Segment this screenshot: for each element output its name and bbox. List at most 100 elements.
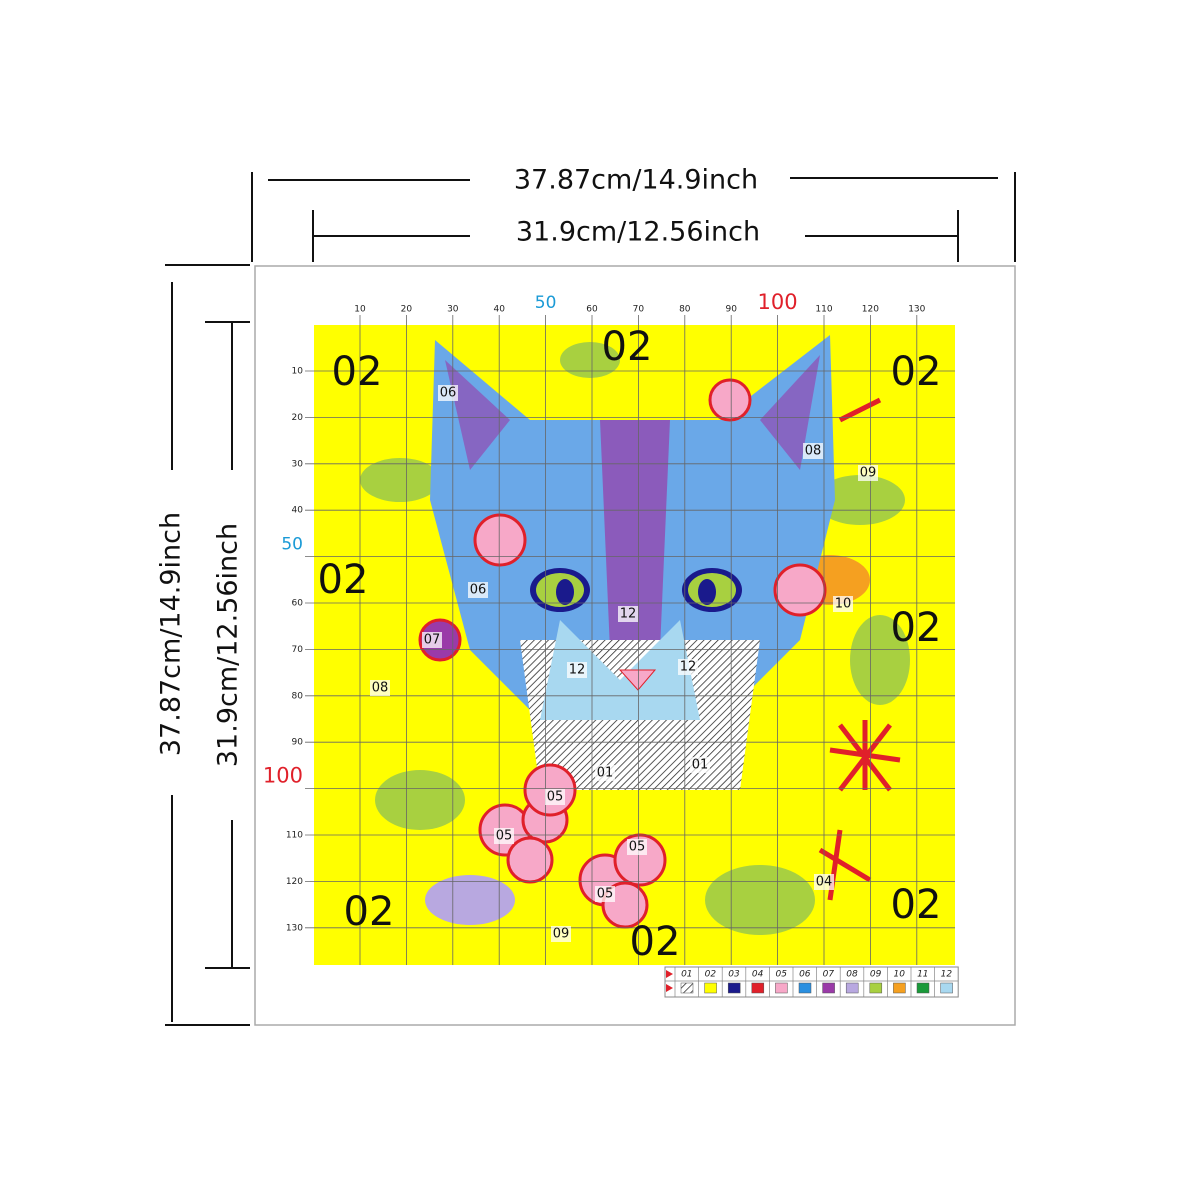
legend-marker <box>666 984 673 992</box>
legend-code: 11 <box>917 970 928 980</box>
legend-swatch <box>845 982 859 994</box>
left-ruler-label: 100 <box>263 764 303 788</box>
top-ruler-label: 50 <box>535 293 557 313</box>
label-backdrop <box>468 582 488 598</box>
label-backdrop <box>595 886 615 902</box>
label-backdrop <box>422 632 442 648</box>
top-ruler-label: 90 <box>725 305 737 315</box>
top-ruler-label: 10 <box>354 305 366 315</box>
top-ruler-label: 30 <box>447 305 459 315</box>
left-ruler-label: 20 <box>292 413 304 423</box>
color-code-label: 02 <box>332 349 383 395</box>
top-ruler-label: 110 <box>815 305 832 315</box>
label-backdrop <box>833 596 853 612</box>
legend-swatch <box>680 982 694 994</box>
artwork <box>360 335 910 935</box>
color-code-label: 05 <box>547 790 564 805</box>
left-ruler-label: 120 <box>286 877 303 887</box>
color-code-label: 08 <box>805 444 822 459</box>
legend-code: 07 <box>823 970 835 980</box>
legend-swatch <box>751 982 765 994</box>
legend-code: 04 <box>752 970 764 980</box>
color-code-label: 08 <box>372 681 389 696</box>
top-ruler-label: 40 <box>493 305 505 315</box>
legend-swatch <box>869 982 883 994</box>
label-backdrop <box>627 839 647 855</box>
label-backdrop <box>438 385 458 401</box>
height-inner: 31.9cm/12.56inch <box>213 523 244 767</box>
color-code-label: 07 <box>424 633 441 648</box>
label-backdrop <box>595 765 615 781</box>
color-code-label: 06 <box>440 386 457 401</box>
top-ruler-label: 80 <box>679 305 691 315</box>
width-outer: 37.87cm/14.9inch <box>514 165 758 196</box>
color-code-label: 02 <box>891 605 942 651</box>
color-code-label: 06 <box>470 583 487 598</box>
legend-swatch <box>822 982 835 994</box>
legend-swatch <box>916 982 930 994</box>
legend-code: 10 <box>893 970 905 980</box>
color-code-label: 09 <box>553 927 570 942</box>
label-backdrop <box>545 789 565 805</box>
left-ruler-label: 50 <box>281 535 303 555</box>
left-ruler-label: 40 <box>292 506 304 516</box>
label-backdrop <box>814 874 834 890</box>
color-code-label: 02 <box>318 557 369 603</box>
color-code-label: 12 <box>620 607 637 622</box>
label-backdrop <box>618 606 638 622</box>
color-code-label: 05 <box>597 887 614 902</box>
color-code-label: 02 <box>630 919 681 965</box>
dimension-lines <box>165 172 1016 1026</box>
legend-code: 05 <box>775 970 787 980</box>
left-ruler-label: 60 <box>292 599 304 609</box>
legend-swatch <box>775 982 788 994</box>
label-backdrop <box>690 757 710 773</box>
left-ruler-label: 110 <box>286 831 303 841</box>
legend-code: 02 <box>705 970 717 980</box>
legend-swatch <box>798 982 812 994</box>
legend: 01 02 03 04 05 06 07 08 09 10 11 12 <box>664 966 959 998</box>
color-code-label: 12 <box>569 663 586 678</box>
left-ruler-label: 130 <box>286 923 303 933</box>
label-backdrop <box>567 662 587 678</box>
left-ruler-label: 70 <box>292 645 304 655</box>
label-backdrop <box>551 926 571 942</box>
color-code-label: 05 <box>496 829 513 844</box>
left-ruler-label: 10 <box>292 367 304 377</box>
color-code-label: 02 <box>891 882 942 928</box>
color-code-label: 02 <box>891 349 942 395</box>
legend-code: 06 <box>799 970 811 980</box>
legend-code: 12 <box>941 970 953 980</box>
color-code-label: 12 <box>680 660 697 675</box>
label-backdrop <box>494 828 514 844</box>
legend-code: 01 <box>681 970 692 980</box>
left-ruler-label: 90 <box>292 738 304 748</box>
label-backdrop <box>803 443 823 459</box>
width-inner: 31.9cm/12.56inch <box>516 217 760 248</box>
label-backdrop <box>370 680 390 696</box>
legend-swatch <box>893 982 906 994</box>
left-ruler-label: 30 <box>292 459 304 469</box>
legend-code: 03 <box>728 970 740 980</box>
color-code-label: 01 <box>597 766 614 781</box>
grid <box>305 315 955 965</box>
legend-code: 08 <box>846 970 858 980</box>
legend-swatch <box>704 982 717 994</box>
height-outer: 37.87cm/14.9inch <box>156 512 187 756</box>
legend-code: 09 <box>870 970 882 980</box>
top-ruler-label: 100 <box>758 290 798 314</box>
color-code-label: 09 <box>860 466 877 481</box>
color-code-label: 10 <box>835 597 852 612</box>
label-backdrop <box>858 465 878 481</box>
color-code-label: 04 <box>816 875 833 890</box>
left-ruler-label: 80 <box>292 691 304 701</box>
labels: 10 20 30 40 50 60 70 80 90 100 110 120 130 10 20 30 40 50… <box>263 290 942 965</box>
legend-swatch <box>727 982 741 994</box>
top-ruler-label: 60 <box>586 305 598 315</box>
color-code-label: 05 <box>629 840 646 855</box>
color-code-label: 01 <box>692 758 709 773</box>
color-code-label: 02 <box>344 889 395 935</box>
legend-marker <box>666 970 673 978</box>
top-ruler-label: 20 <box>401 305 413 315</box>
top-ruler-label: 120 <box>862 305 879 315</box>
